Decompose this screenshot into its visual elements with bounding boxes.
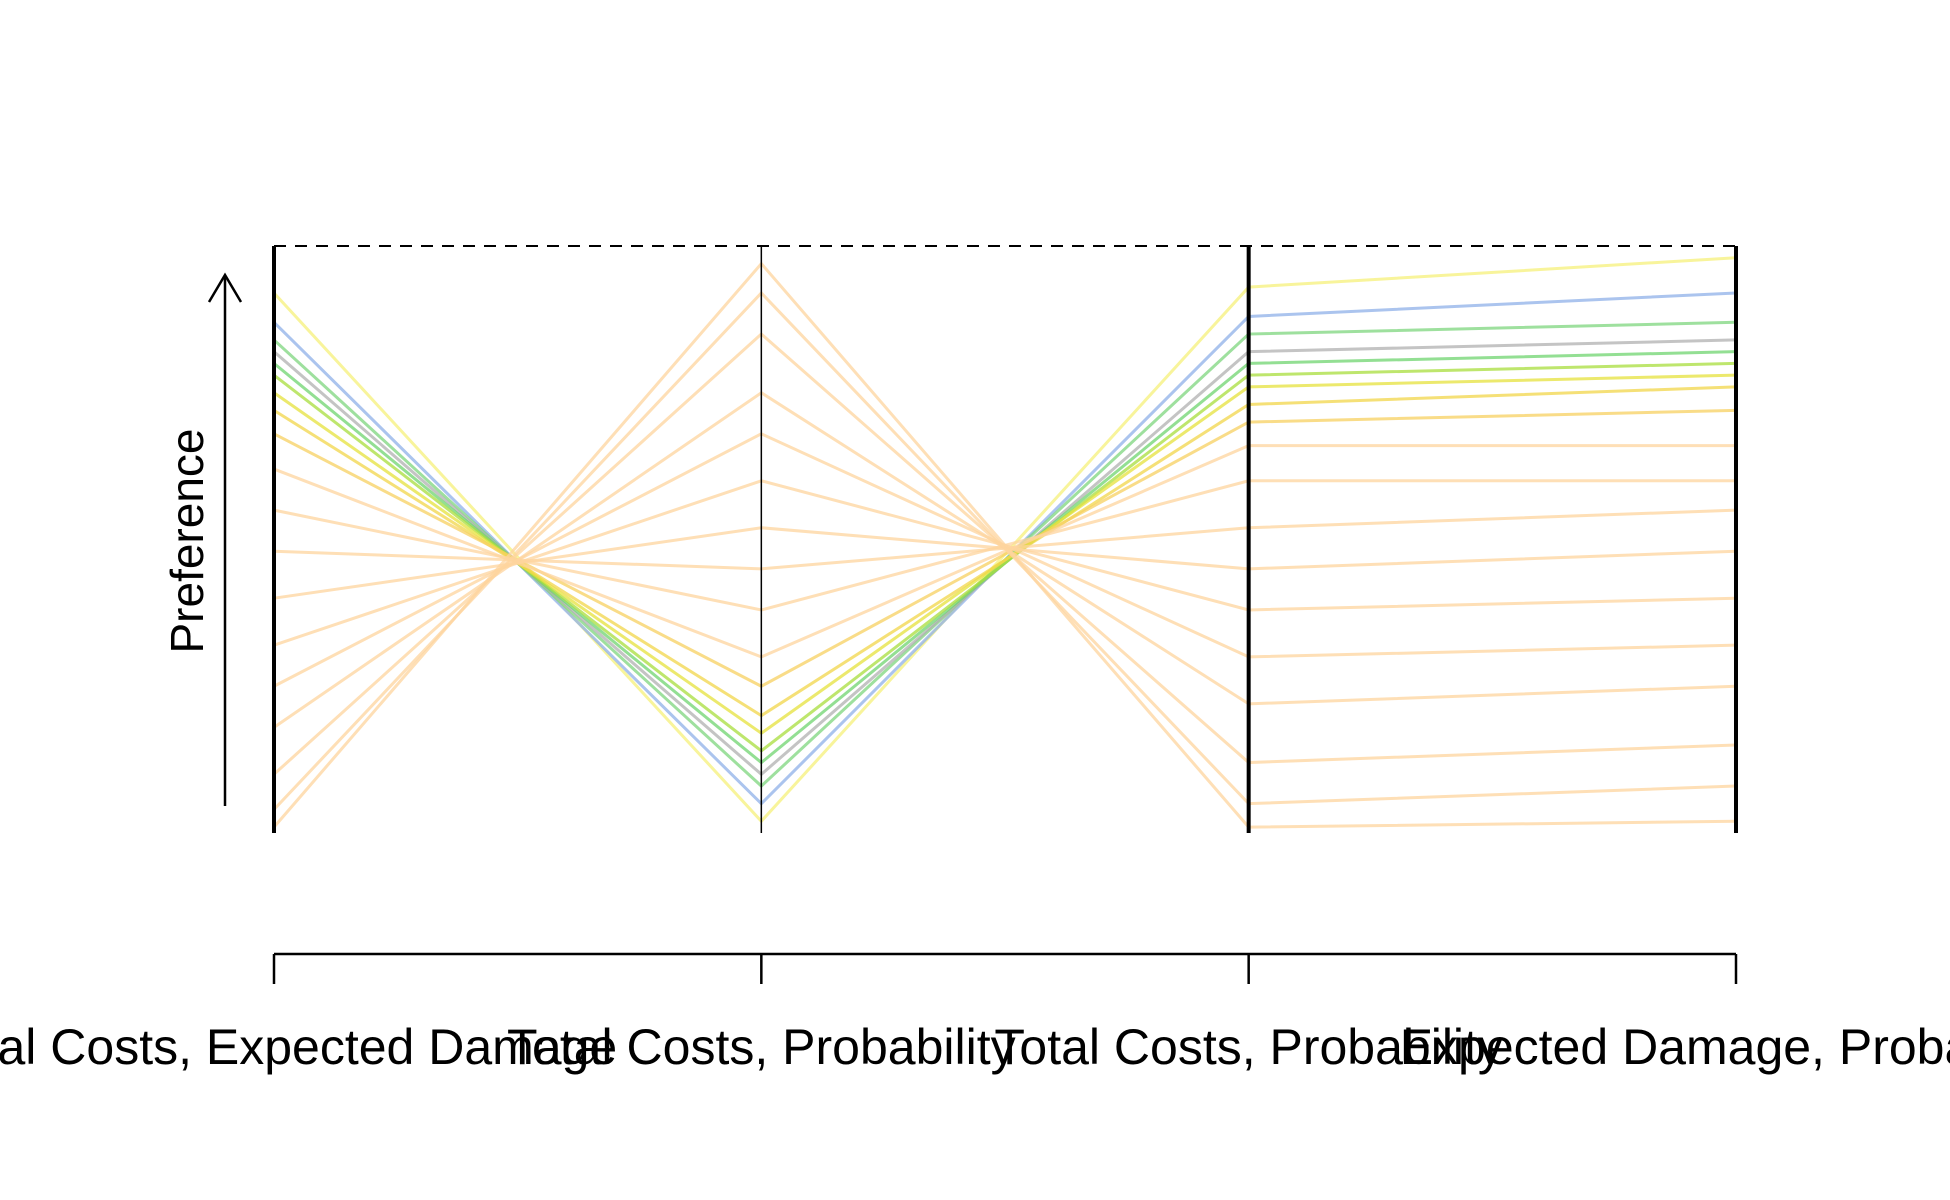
x-tick-label: Total Costs, Probability — [994, 1019, 1503, 1075]
data-line — [273, 350, 1737, 765]
x-tick-label: Total Costs, Expected Damage — [0, 1019, 617, 1075]
arrow-head — [207, 272, 243, 303]
data-line — [273, 444, 1736, 659]
x-tick-label: Expected Damage, Probability — [1400, 1019, 1950, 1075]
data-line — [272, 290, 1737, 811]
data-line — [272, 261, 1737, 829]
x-tick-label: Total Costs, Probability — [507, 1019, 1016, 1075]
data-line — [273, 338, 1737, 777]
lines — [272, 256, 1737, 829]
y-axis-label: Preference — [161, 428, 213, 653]
